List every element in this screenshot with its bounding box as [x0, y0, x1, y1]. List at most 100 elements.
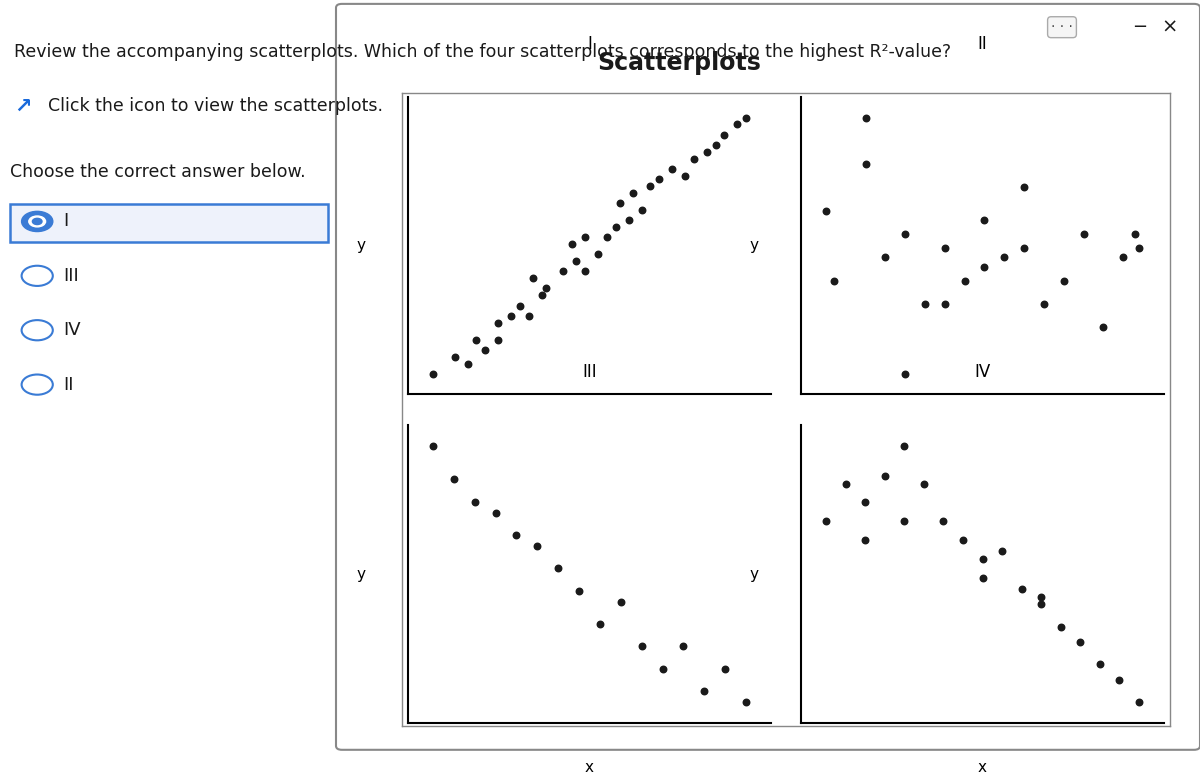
Point: [590, 618, 610, 630]
Text: ↗: ↗: [14, 97, 32, 117]
Text: y: y: [749, 239, 758, 253]
Point: [1034, 298, 1054, 310]
Point: [1110, 674, 1129, 686]
Point: [715, 128, 734, 141]
Point: [649, 173, 668, 186]
Point: [576, 265, 595, 277]
Point: [737, 696, 756, 709]
Point: [532, 289, 551, 301]
Point: [706, 139, 725, 152]
Text: y: y: [356, 239, 365, 253]
Point: [876, 251, 895, 263]
Point: [641, 179, 660, 192]
Point: [1032, 598, 1051, 611]
Text: Scatterplots: Scatterplots: [598, 51, 762, 75]
Point: [955, 274, 974, 287]
Point: [611, 596, 630, 608]
Point: [1129, 696, 1148, 709]
Text: Choose the correct answer below.: Choose the correct answer below.: [10, 163, 305, 181]
Point: [673, 640, 692, 653]
Point: [1012, 583, 1031, 595]
Point: [836, 477, 856, 490]
Point: [715, 663, 734, 675]
Point: [606, 221, 625, 233]
Point: [653, 663, 672, 675]
Point: [934, 515, 953, 528]
Point: [536, 282, 556, 294]
Point: [502, 309, 521, 322]
Point: [676, 169, 695, 182]
Point: [1054, 274, 1073, 287]
Point: [488, 333, 508, 346]
Point: [563, 238, 582, 250]
Point: [1129, 242, 1148, 254]
Text: Click the icon to view the scatterplots.: Click the icon to view the scatterplots.: [48, 97, 383, 115]
Point: [895, 440, 914, 452]
Point: [816, 204, 835, 217]
Point: [1091, 658, 1110, 671]
Point: [1032, 591, 1051, 603]
Point: [856, 497, 875, 509]
Point: [506, 529, 526, 542]
Point: [1051, 621, 1070, 633]
Point: [856, 111, 875, 124]
Text: II: II: [64, 375, 74, 394]
Text: III: III: [582, 363, 596, 381]
Text: y: y: [749, 566, 758, 581]
Text: y: y: [356, 566, 365, 581]
Point: [1070, 636, 1090, 648]
Point: [510, 299, 529, 312]
Text: · · ·: · · ·: [1051, 20, 1073, 34]
Point: [1126, 228, 1145, 240]
Point: [444, 473, 463, 486]
Point: [856, 534, 875, 546]
Point: [974, 260, 994, 273]
Point: [424, 368, 443, 380]
Point: [895, 228, 914, 240]
Text: x: x: [978, 431, 986, 447]
Point: [520, 309, 539, 322]
Text: IV: IV: [974, 363, 991, 381]
Point: [973, 572, 992, 584]
Point: [424, 440, 443, 452]
Point: [684, 152, 703, 165]
Point: [1074, 228, 1093, 240]
Point: [856, 158, 875, 170]
Point: [824, 274, 844, 287]
Point: [995, 251, 1014, 263]
Point: [974, 214, 994, 226]
Text: II: II: [978, 35, 988, 53]
Point: [1014, 181, 1033, 193]
Point: [576, 231, 595, 243]
Text: III: III: [64, 267, 79, 285]
Point: [816, 515, 835, 528]
Point: [467, 333, 486, 346]
Text: Review the accompanying scatterplots. Which of the four scatterplots corresponds: Review the accompanying scatterplots. Wh…: [14, 43, 952, 61]
Point: [611, 197, 630, 209]
Point: [973, 552, 992, 565]
Point: [953, 534, 972, 546]
Point: [588, 248, 607, 260]
Point: [935, 242, 954, 254]
Text: x: x: [586, 760, 594, 775]
Point: [570, 584, 589, 597]
Point: [632, 640, 652, 653]
Point: [895, 368, 914, 380]
Point: [566, 255, 586, 267]
Text: IV: IV: [64, 321, 82, 340]
Text: x: x: [978, 760, 986, 775]
Point: [1014, 242, 1033, 254]
Point: [486, 507, 505, 519]
Point: [895, 515, 914, 528]
Text: I: I: [64, 212, 68, 231]
Point: [914, 477, 934, 490]
Point: [1093, 321, 1112, 333]
Point: [554, 265, 574, 277]
Point: [445, 350, 464, 363]
Point: [695, 685, 714, 697]
Point: [632, 204, 652, 216]
Point: [488, 316, 508, 329]
Point: [727, 118, 746, 131]
Text: ×: ×: [1162, 18, 1178, 37]
Point: [916, 298, 935, 310]
